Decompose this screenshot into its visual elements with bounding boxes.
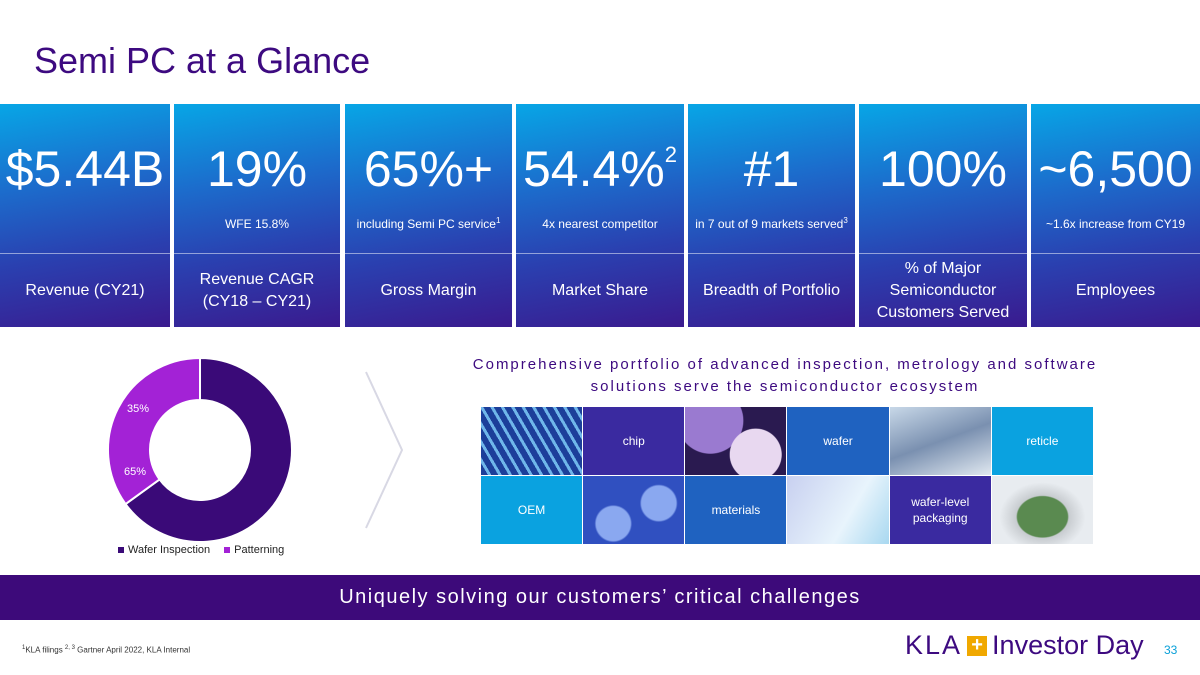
- metric-label: Revenue (CY21): [25, 281, 145, 299]
- metric-tile: #1 in 7 out of 9 markets served3 Breadth…: [688, 104, 855, 327]
- metric-tile: 100% % of Major Semiconductor Customers …: [859, 104, 1027, 327]
- footnote: 1KLA filings 2, 3 Gartner April 2022, KL…: [22, 645, 191, 655]
- metric-value: ~6,500: [1038, 141, 1193, 197]
- metric-label: Market Share: [551, 281, 649, 299]
- divider: [0, 253, 170, 254]
- portfolio-grid: chip wafer reticle OEM materials wafer-level …: [481, 407, 1093, 544]
- donut-slice-wafer-inspection: [124, 356, 293, 543]
- metric-detail: including Semi PC service1: [356, 216, 501, 231]
- divider: [859, 253, 1027, 254]
- data-label-wafer-inspection: 65%: [124, 466, 147, 478]
- metric-value: #1: [743, 141, 800, 197]
- segment-tile: wafer: [787, 407, 889, 475]
- chart-legend: Wafer Inspection Patterning: [118, 544, 284, 556]
- segment-tile: materials: [685, 476, 787, 544]
- metric-value: 65%+: [363, 141, 494, 197]
- donut-chart: [107, 356, 293, 543]
- segment-tile: reticle: [991, 407, 1093, 475]
- segment-tile: chip: [583, 407, 685, 475]
- metric-detail: in 7 out of 9 markets served3: [695, 216, 848, 231]
- wafers-image: [685, 407, 787, 475]
- wafer-trays-image: [583, 476, 685, 544]
- data-label-patterning: 35%: [127, 403, 150, 415]
- metric-tile: 65%+ including Semi PC service1 Gross Ma…: [345, 104, 512, 327]
- donut-slice-patterning: [107, 356, 201, 506]
- metric-tile: 19% WFE 15.8% Revenue CAGR (CY18 – CY21): [174, 104, 340, 327]
- tagline-banner: Uniquely solving our customers’ critical…: [0, 575, 1200, 620]
- segment-tile: OEM: [481, 476, 583, 544]
- legend-item-patterning: Patterning: [224, 544, 284, 556]
- metric-label: Gross Margin: [380, 281, 477, 299]
- kla-investor-day-logo: KLA + Investor Day: [905, 630, 1144, 660]
- metric-tile: 54.4%2 4x nearest competitor Market Shar…: [516, 104, 684, 327]
- metric-value: 19%: [206, 141, 308, 197]
- metric-label: Breadth of Portfolio: [703, 281, 840, 299]
- segment-tile: wafer-level packaging: [889, 476, 991, 544]
- metric-tile: $5.44B Revenue (CY21): [0, 104, 170, 327]
- portfolio-heading: Comprehensive portfolio of advanced insp…: [472, 356, 1098, 395]
- page-number: 33: [1164, 643, 1178, 657]
- divider: [345, 253, 512, 254]
- divider: [688, 253, 855, 254]
- metric-value: 100%: [879, 141, 1007, 197]
- metric-label: Revenue CAGR (CY18 – CY21): [199, 270, 315, 310]
- reticle-tool-image: [889, 407, 991, 475]
- metric-detail: WFE 15.8%: [224, 217, 290, 231]
- legend-item-wafer-inspection: Wafer Inspection: [118, 544, 210, 556]
- page-title: Semi PC at a Glance: [34, 40, 371, 81]
- metric-value: $5.44B: [5, 141, 165, 197]
- lab-glassware-image: [787, 476, 889, 544]
- chevron-right-icon: [365, 371, 404, 529]
- divider: [1031, 253, 1200, 254]
- metric-value: 54.4%2: [522, 141, 678, 197]
- divider: [174, 253, 340, 254]
- metric-label: % of Major Semiconductor Customers Serve…: [876, 259, 1010, 321]
- wafer-carrier-image: [991, 476, 1093, 544]
- plus-icon: +: [967, 635, 988, 656]
- metric-detail: 4x nearest competitor: [542, 217, 658, 231]
- metric-detail: ~1.6x increase from CY19: [1045, 217, 1186, 231]
- metric-label: Employees: [1075, 281, 1156, 299]
- chip-die-image: [481, 407, 583, 475]
- metric-tile: ~6,500 ~1.6x increase from CY19 Employee…: [1031, 104, 1200, 327]
- divider: [516, 253, 684, 254]
